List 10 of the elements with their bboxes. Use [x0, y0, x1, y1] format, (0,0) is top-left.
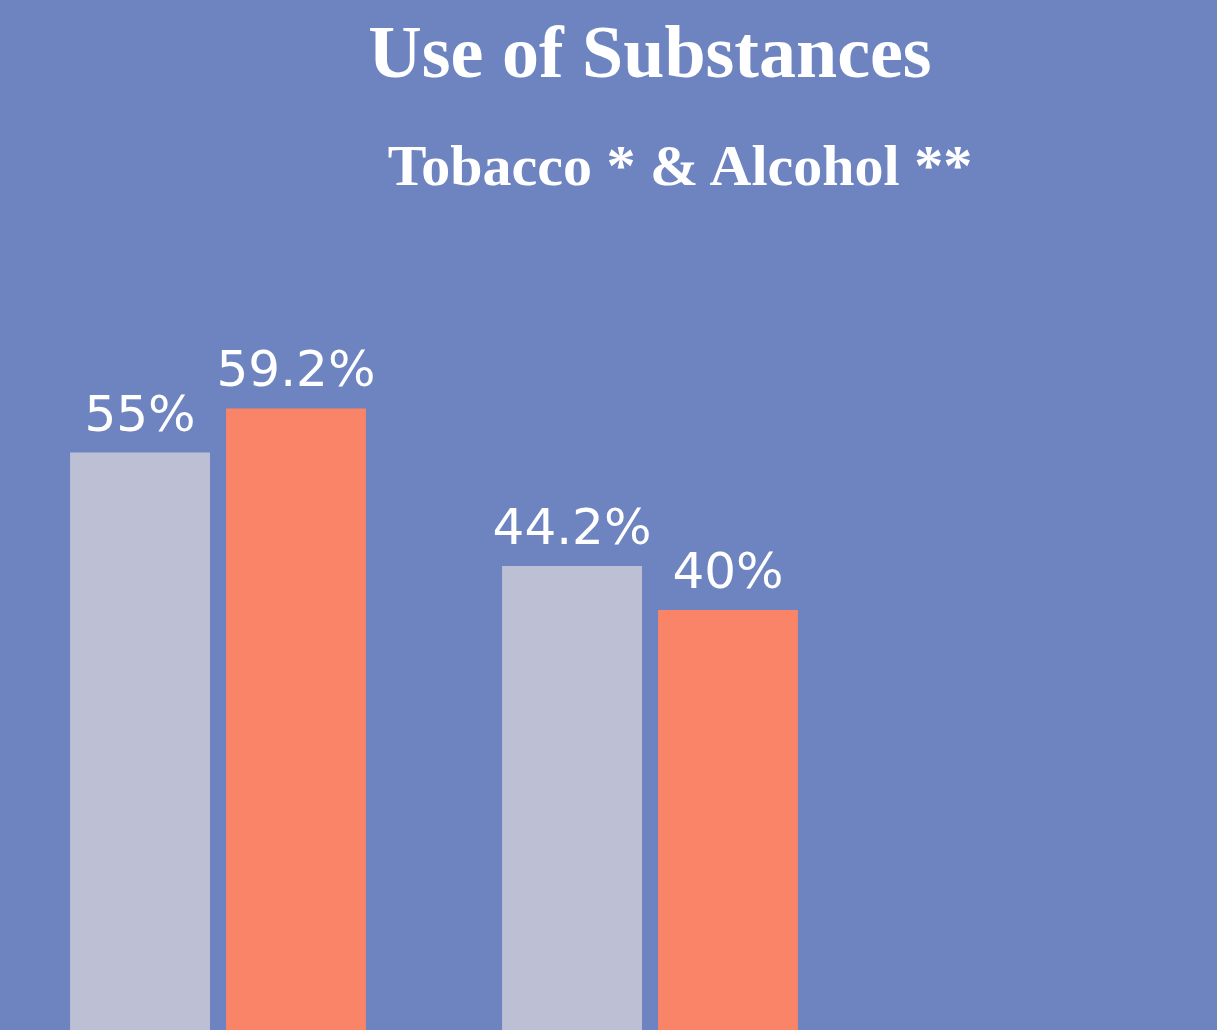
- chart-subtitle: Tobacco * & Alcohol **: [386, 132, 974, 199]
- bar: [70, 452, 210, 1030]
- data-label: 44.2%: [492, 497, 652, 556]
- bar: [226, 408, 366, 1030]
- data-label: 55%: [84, 384, 196, 443]
- chart-title: Use of Substances: [367, 10, 933, 95]
- bar: [658, 610, 798, 1030]
- data-label: 59.2%: [216, 340, 376, 399]
- data-label: 40%: [672, 542, 784, 600]
- bar: [502, 565, 642, 1030]
